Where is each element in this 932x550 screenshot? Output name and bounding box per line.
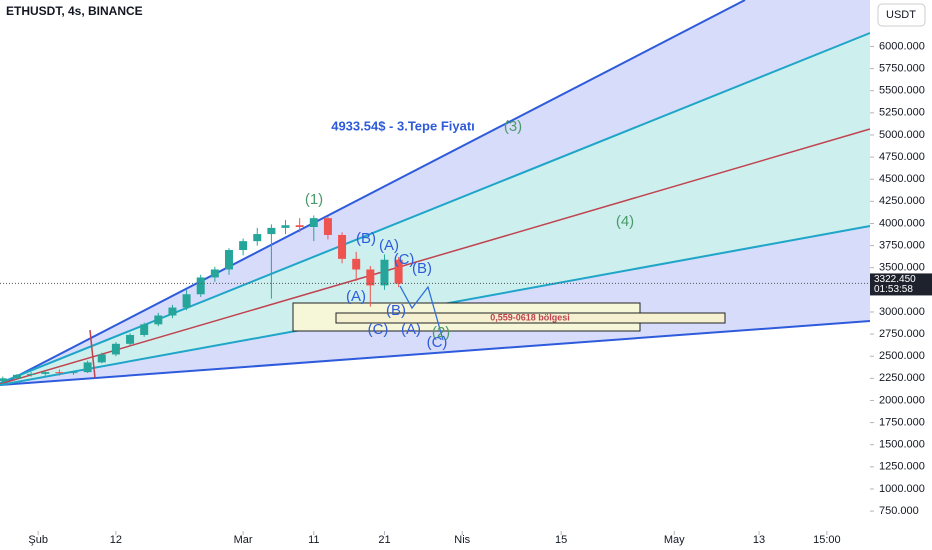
y-tick-label: 4250.000 — [879, 195, 925, 207]
wave-label: (A) — [346, 288, 366, 305]
candle-body — [394, 259, 403, 284]
candle-body — [69, 372, 78, 374]
y-tick-label: 2000.000 — [879, 394, 925, 406]
candle-body — [97, 354, 106, 363]
countdown: 01:53:58 — [874, 284, 913, 295]
candle-body — [380, 259, 389, 286]
candle-body — [366, 269, 375, 286]
target-note: 4933.54$ - 3.Tepe Fiyatı — [331, 118, 475, 133]
x-tick-label: 21 — [378, 534, 390, 546]
wave-label: (2) — [432, 324, 450, 341]
candle-body — [12, 374, 21, 379]
candle-body — [295, 225, 304, 228]
y-tick-label: 2250.000 — [879, 372, 925, 384]
y-tick-label: 1250.000 — [879, 461, 925, 473]
x-tick-label: 15 — [555, 534, 567, 546]
candle-body — [0, 378, 7, 381]
y-tick-label: 1750.000 — [879, 416, 925, 428]
y-tick-label: 5750.000 — [879, 62, 925, 74]
x-tick-label: Şub — [28, 534, 48, 546]
candle-body — [267, 227, 276, 235]
x-tick-label: 11 — [308, 534, 319, 546]
y-tick-label: 1500.000 — [879, 439, 925, 451]
y-tick-label: 2750.000 — [879, 328, 925, 340]
y-tick-label: 6000.000 — [879, 40, 925, 52]
wave-label: (C) — [394, 251, 415, 268]
plot — [0, 215, 403, 383]
y-tick-label: 1000.000 — [879, 483, 925, 495]
candle-body — [182, 294, 191, 308]
y-tick-label: 5250.000 — [879, 107, 925, 119]
candle-body — [55, 372, 64, 374]
x-tick-label: 12 — [110, 534, 122, 546]
x-tick-label: May — [664, 534, 685, 546]
currency-button[interactable] — [877, 3, 926, 27]
candle-body — [83, 362, 92, 373]
y-tick-label: 4500.000 — [879, 173, 925, 185]
y-tick-label: 5500.000 — [879, 85, 925, 97]
currency[interactable]: USDT — [886, 9, 916, 21]
candle-body — [309, 218, 318, 228]
candle-body — [196, 277, 205, 295]
wave-label: (A) — [401, 321, 421, 338]
wave-label: (4) — [616, 213, 634, 230]
x-tick-label: 15:00 — [813, 534, 841, 546]
wave-label: (C) — [427, 334, 448, 351]
last-price-label: 3322.450 — [874, 274, 916, 285]
candle-body — [239, 241, 248, 251]
candle-body — [126, 334, 135, 344]
y-tick-label: 2500.000 — [879, 350, 925, 362]
candle-body — [168, 307, 177, 316]
last-price-box — [870, 273, 932, 296]
zone-label: 0,559-0618 bölgesi — [490, 312, 570, 322]
y-tick-label: 5000.000 — [879, 129, 925, 141]
fan-drawing — [0, 0, 871, 386]
candle-body — [224, 250, 233, 270]
wave-label: (B) — [356, 230, 376, 247]
x-tick-label: Nis — [454, 534, 470, 546]
y-tick-label: 4750.000 — [879, 151, 925, 163]
wave-label: (3) — [504, 118, 522, 135]
wave-label: (B) — [412, 260, 432, 277]
y-tick-label: 750.000 — [879, 505, 919, 517]
candle-body — [27, 373, 36, 375]
candle-body — [210, 269, 219, 278]
wave-label: (A) — [379, 237, 399, 254]
x-tick-label: Mar — [234, 534, 253, 546]
x-tick-label: 13 — [753, 534, 765, 546]
y-tick-label: 3500.000 — [879, 262, 925, 274]
y-tick-label: 3750.000 — [879, 239, 925, 251]
candle-body — [154, 315, 163, 325]
y-tick-label: 4000.000 — [879, 217, 925, 229]
candle-body — [352, 258, 361, 270]
wave-label: (C) — [368, 321, 389, 338]
candle-body — [338, 234, 347, 259]
candle-body — [323, 218, 332, 235]
wave-label: (1) — [305, 191, 323, 208]
symbol-title: ETHUSDT, 4s, BINANCE — [6, 4, 143, 18]
y-tick-label: 3000.000 — [879, 306, 925, 318]
time-axis — [0, 528, 870, 550]
candle-body — [140, 324, 149, 335]
candle-body — [111, 343, 120, 355]
candle-body — [281, 225, 290, 228]
wave-label: (B) — [386, 302, 406, 319]
candle-body — [41, 372, 50, 374]
candle-body — [253, 234, 262, 242]
